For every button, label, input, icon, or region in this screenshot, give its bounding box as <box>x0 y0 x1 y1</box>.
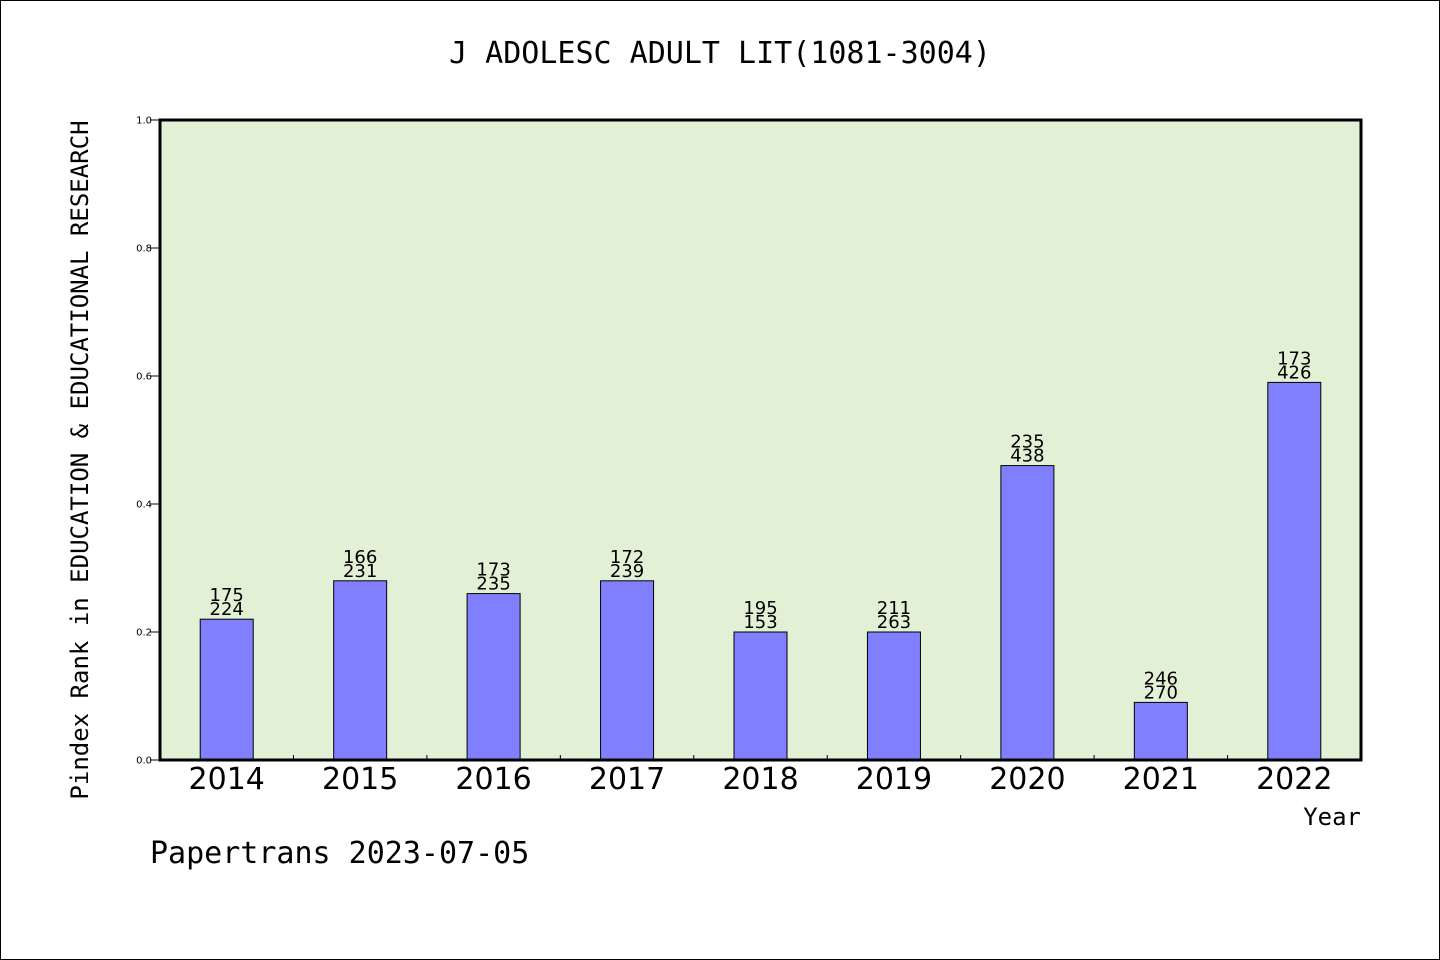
x-tick-label: 2016 <box>455 762 531 797</box>
y-tick-label: 0.2 <box>136 628 152 639</box>
bar-annotation-top: 172 <box>610 547 644 568</box>
bar-2020 <box>1000 465 1055 761</box>
bar-annotation-top: 173 <box>476 560 510 581</box>
bar-annotation-bottom: 231 <box>343 561 377 582</box>
bar-annotation-bottom: 438 <box>1010 446 1044 467</box>
bar-annotation-top: 173 <box>1277 348 1311 369</box>
x-tick-label: 2014 <box>189 762 265 797</box>
x-tick-label: 2015 <box>322 762 398 797</box>
x-ticks-group: 2014 2015 2016 2017 2018 2019 2020 2021 2022 <box>189 755 1332 797</box>
bar-annotation-bottom: 426 <box>1277 362 1311 383</box>
plot-border <box>158 118 1363 762</box>
x-tick-label: 2017 <box>589 762 665 797</box>
y-tick-label: 0.8 <box>136 244 152 255</box>
bar-annotation-bottom: 224 <box>210 599 244 620</box>
x-tick-label: 2021 <box>1123 762 1199 797</box>
bar-annotation-top: 235 <box>1010 432 1044 453</box>
bar-2019 <box>866 631 921 761</box>
bar-annotation-bottom: 270 <box>1144 682 1178 703</box>
bar-annotation-top: 195 <box>743 598 777 619</box>
bar-2018 <box>733 631 788 761</box>
y-tick-label: 0.4 <box>136 500 152 511</box>
bar-annotation-top: 246 <box>1144 668 1178 689</box>
x-tick-label: 2020 <box>989 762 1065 797</box>
x-tick-label: 2019 <box>856 762 932 797</box>
y-tick-label: 1.0 <box>136 116 152 127</box>
y-tick-label: 0.0 <box>136 756 152 767</box>
y-ticks-group: 0.0 0.2 0.4 0.6 0.8 1.0 <box>136 116 160 767</box>
bar-annotation-bottom: 263 <box>877 612 911 633</box>
bar-annotation-top: 166 <box>343 547 377 568</box>
bar-2017 <box>600 580 655 761</box>
bar-annotation-bottom: 153 <box>743 612 777 633</box>
x-tick-label: 2018 <box>722 762 798 797</box>
footer-credit: Papertrans 2023-07-05 <box>150 836 530 871</box>
x-tick-label: 2022 <box>1256 762 1332 797</box>
bar-2021 <box>1133 701 1188 761</box>
x-axis-label: Year <box>1303 803 1361 831</box>
y-tick-label: 0.6 <box>136 372 152 383</box>
bar-annotation-bottom: 239 <box>610 561 644 582</box>
bar-2014 <box>199 618 254 761</box>
bar-annotation-top: 211 <box>877 598 911 619</box>
chart-title: J ADOLESC ADULT LIT(1081-3004) <box>449 36 991 71</box>
bar-annotation-bottom: 235 <box>476 574 510 595</box>
bar-2022 <box>1267 381 1322 761</box>
bar-2015 <box>333 580 388 761</box>
bar-2016 <box>466 593 521 761</box>
bar-annotation-top: 175 <box>210 585 244 606</box>
